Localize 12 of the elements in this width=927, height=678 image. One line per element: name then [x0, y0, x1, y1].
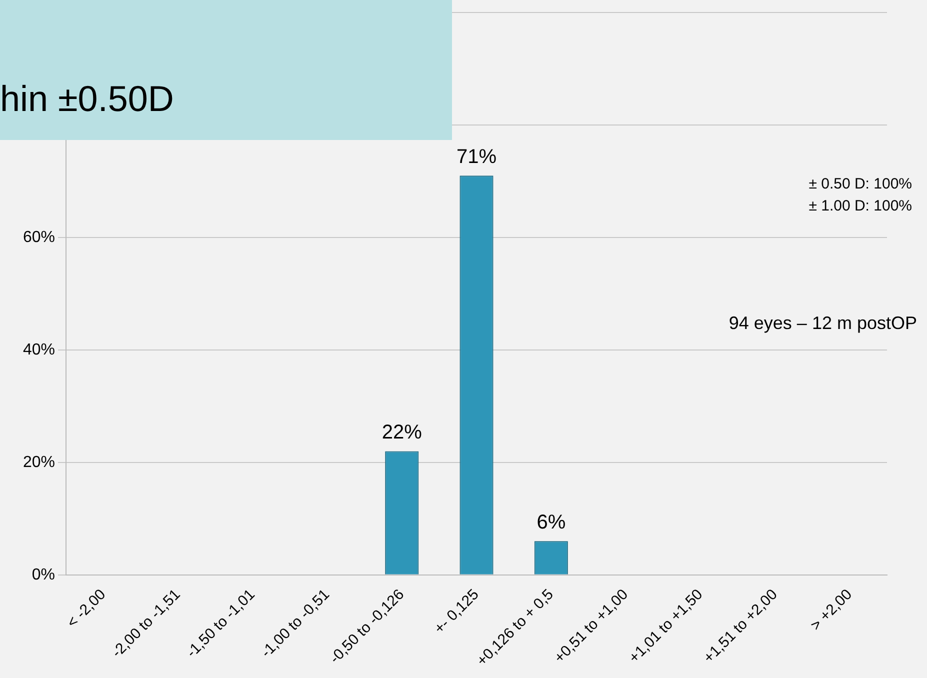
y-tick-label: 60%	[22, 228, 56, 246]
annotation: 94 eyes – 12 m postOP	[728, 312, 917, 333]
text-box: hin ±0.50D	[0, 0, 452, 140]
data-label: 6%	[536, 512, 566, 534]
annotation: ± 0.50 D: 100%	[808, 176, 912, 193]
y-tick-label: 0%	[32, 566, 56, 584]
annotation: ± 1.00 D: 100%	[808, 198, 912, 215]
data-label: 71%	[456, 146, 497, 168]
y-tick-label: 20%	[22, 454, 56, 471]
data-label: 22%	[382, 422, 422, 444]
y-tick-label: 40%	[22, 341, 56, 358]
annotation: hin ±0.50D	[0, 78, 174, 120]
